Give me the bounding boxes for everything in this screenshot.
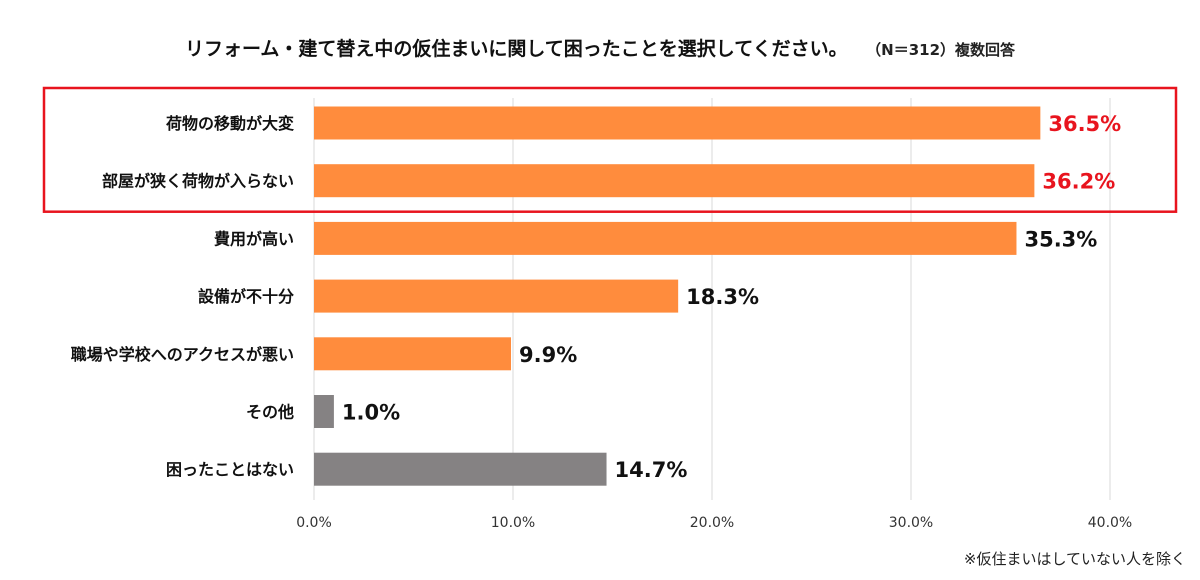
data-label: 9.9% (519, 343, 577, 367)
bar (314, 221, 1017, 255)
bar (314, 106, 1041, 140)
data-label: 1.0% (342, 401, 400, 425)
highlight-frame (42, 86, 1178, 213)
data-label: 18.3% (686, 285, 759, 309)
category-label: 部屋が狭く荷物が入らない (102, 172, 294, 191)
data-label: 36.5% (1048, 112, 1121, 136)
category-label: 設備が不十分 (198, 287, 294, 306)
data-label: 14.7% (615, 458, 688, 482)
data-label: 36.2% (1042, 170, 1115, 194)
x-tick-label: 40.0% (1088, 515, 1132, 531)
category-label: 困ったことはない (166, 460, 294, 479)
x-tick-label: 10.0% (491, 515, 535, 531)
footnote: ※仮住まいはしていない人を除く (963, 550, 1186, 568)
category-label: 職場や学校へのアクセスが悪い (71, 345, 294, 364)
bar (314, 452, 607, 486)
x-tick-label: 0.0% (296, 515, 332, 531)
data-label: 35.3% (1024, 227, 1097, 251)
bar (314, 337, 512, 371)
bar (314, 395, 334, 428)
category-label: その他 (246, 403, 294, 422)
chart-header: リフォーム・建て替え中の仮住まいに関して困ったことを選択してください。 （N＝31… (0, 34, 1200, 61)
sample-size-note: （N＝312）複数回答 (873, 41, 1016, 59)
x-tick-label: 20.0% (690, 515, 734, 531)
x-tick-label: 30.0% (889, 515, 933, 531)
bar (314, 279, 679, 313)
bar (314, 164, 1035, 198)
chart-title: リフォーム・建て替え中の仮住まいに関して困ったことを選択してください。 (184, 38, 848, 60)
category-label: 荷物の移動が大変 (166, 114, 294, 133)
category-label: 費用が高い (214, 229, 294, 248)
